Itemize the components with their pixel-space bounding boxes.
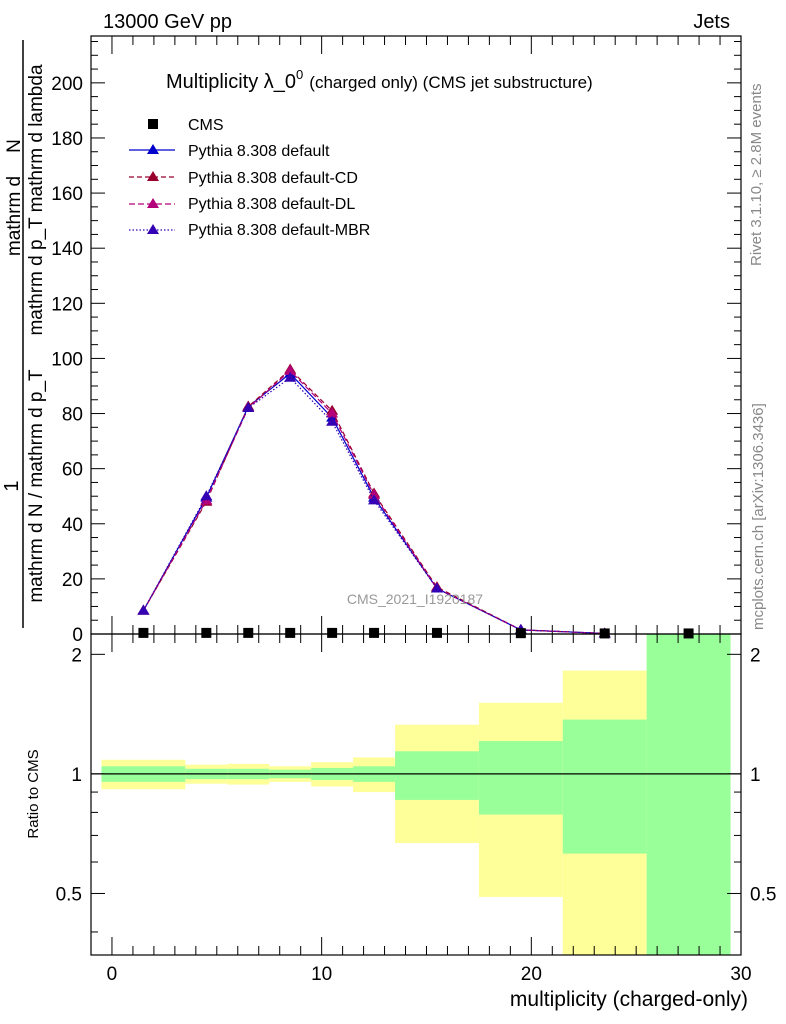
- x-tick-label-30: 30: [730, 964, 751, 985]
- series-marker-3-3: [284, 371, 297, 382]
- series-marker-2-5: [368, 488, 381, 499]
- ratio-tick-label-right-1: 1: [750, 765, 761, 786]
- cms-point-7: [515, 628, 526, 639]
- y-axis-label-denominator: mathrm d N / mathrm d p_T: [26, 369, 47, 603]
- legend-marker-default: [147, 144, 159, 154]
- cms-point-1: [201, 627, 212, 638]
- mcplots-label: mcplots.cern.ch [arXiv:1306.3436]: [750, 403, 767, 630]
- y-tick-label-60: 60: [62, 460, 83, 481]
- ratio-axes: 0 10 20 30 0.5 0.5 1 1 2 2: [56, 634, 776, 985]
- ratio-tick-label-left-0.5: 0.5: [56, 884, 82, 905]
- y-axis-label-n: N: [4, 139, 25, 153]
- chart-title-sup: 0: [296, 67, 303, 82]
- series-marker-3-2: [242, 402, 255, 413]
- watermark: CMS_2021_I1920187: [347, 591, 483, 607]
- y-tick-label-20: 20: [62, 570, 83, 591]
- y-tick-label-180: 180: [51, 129, 83, 150]
- ratio-tick-label-right-0.5: 0.5: [750, 884, 776, 905]
- y-tick-label-140: 140: [51, 239, 83, 260]
- legend-label-cms: CMS: [188, 117, 224, 134]
- x-tick-label-20: 20: [521, 964, 542, 985]
- y-tick-label-100: 100: [51, 349, 83, 370]
- ratio-y-label: Ratio to CMS: [25, 749, 42, 838]
- cms-point-6: [431, 627, 442, 638]
- series-marker-3-5: [368, 494, 381, 505]
- x-axis-label: multiplicity (charged-only): [510, 988, 748, 1011]
- y-tick-label-120: 120: [51, 294, 83, 315]
- ratio-tick-label-right-2: 2: [750, 645, 761, 666]
- cms-point-0: [138, 627, 149, 638]
- legend-marker-default-dl: [147, 198, 159, 208]
- series-marker-3-4: [326, 415, 339, 426]
- legend-label-default: Pythia 8.308 default: [188, 143, 330, 160]
- ratio-band-inner-8: [562, 719, 647, 854]
- chart-title-main: Multiplicity λ_0: [166, 71, 296, 93]
- ratio-tick-label-left-1: 1: [71, 765, 82, 786]
- series-marker-3-6: [430, 582, 443, 593]
- rivet-label: Rivet 3.1.10, ≥ 2.8M events: [748, 84, 765, 267]
- cms-point-4: [327, 627, 338, 638]
- legend-marker-default-mbr: [147, 224, 159, 234]
- series-marker-2-3: [284, 364, 297, 375]
- y-tick-label-80: 80: [62, 405, 83, 426]
- series-marker-3-1: [200, 490, 213, 501]
- series-marker-3-0: [137, 604, 150, 615]
- y-tick-label-0: 0: [72, 625, 83, 646]
- y-tick-label-160: 160: [51, 184, 83, 205]
- ratio-tick-label-left-2: 2: [71, 645, 82, 666]
- cms-point-3: [285, 627, 296, 638]
- legend-label-default-cd: Pythia 8.308 default-CD: [188, 170, 358, 187]
- x-tick-label-10: 10: [311, 964, 332, 985]
- ratio-band-inner-9: [646, 634, 731, 955]
- ratio-band-inner-6: [395, 751, 479, 800]
- cms-point-5: [369, 627, 380, 638]
- header-right: Jets: [693, 11, 730, 33]
- ratio-frame: [90, 633, 742, 956]
- cms-point-2: [243, 627, 254, 638]
- legend-marker-default-cd: [147, 171, 159, 181]
- y-axis-label-dpt-dlambda: mathrm d p_T mathrm d lambda: [26, 64, 47, 335]
- series-marker-2-4: [326, 407, 339, 418]
- series-layer: [137, 363, 694, 639]
- x-tick-label-0: 0: [107, 964, 118, 985]
- y-tick-label-40: 40: [62, 515, 83, 536]
- ratio-band-inner-7: [478, 741, 563, 815]
- ratio-bands: [101, 634, 731, 955]
- legend-label-default-mbr: Pythia 8.308 default-MBR: [188, 222, 370, 239]
- legend-label-default-dl: Pythia 8.308 default-DL: [188, 196, 355, 213]
- y-tick-label-200: 200: [51, 74, 83, 95]
- legend-marker-cms: [148, 119, 158, 129]
- legend: CMS Pythia 8.308 default Pythia 8.308 de…: [129, 117, 370, 239]
- y-axis-label-d: mathrm d: [4, 176, 25, 256]
- header-left: 13000 GeV pp: [103, 11, 232, 33]
- chart-title-suffix: (charged only) (CMS jet substructure): [309, 73, 592, 92]
- y-axis-label-numerator: 1: [1, 480, 23, 491]
- chart-title: Multiplicity λ_00 (charged only) (CMS jet…: [166, 67, 593, 93]
